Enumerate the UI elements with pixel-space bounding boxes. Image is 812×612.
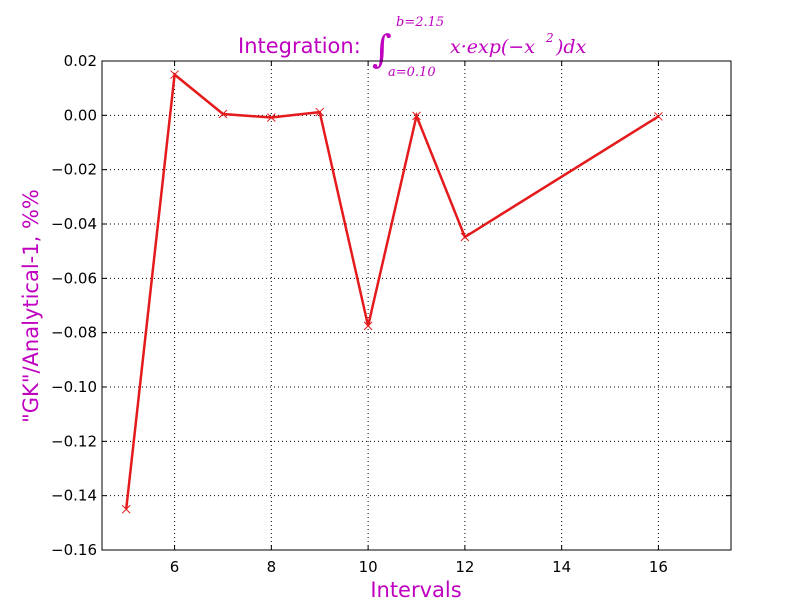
integral-sign: ∫ <box>372 27 392 71</box>
marker-stroke <box>218 109 228 119</box>
data-point-marker <box>654 112 663 121</box>
marker-stroke <box>170 70 179 79</box>
x-tick-label: 10 <box>359 558 378 576</box>
data-point-marker <box>363 321 373 331</box>
x-axis-title: Intervals <box>370 578 461 602</box>
grid-lines <box>102 61 731 550</box>
y-tick-label: 0.02 <box>64 52 97 70</box>
y-tick-label: −0.08 <box>51 324 97 342</box>
marker-stroke <box>266 113 276 122</box>
data-point-marker <box>460 232 470 242</box>
data-point-marker <box>412 111 421 121</box>
x-tick-label: 12 <box>455 558 474 576</box>
series-line <box>124 72 660 510</box>
data-series <box>121 70 663 514</box>
marker-stroke <box>121 504 131 514</box>
y-tick-label: −0.02 <box>51 161 97 179</box>
y-tick-label: −0.16 <box>51 541 97 559</box>
plot-frame <box>101 60 732 551</box>
data-point-marker <box>170 70 179 79</box>
chart-title: Integration: ∫ b=2.15 a=0.10 x·exp(−x 2 … <box>238 15 587 80</box>
integral-upper-limit: b=2.15 <box>396 15 444 30</box>
x-tick-label: 16 <box>649 558 668 576</box>
integral-lower-limit: a=0.10 <box>388 65 436 80</box>
data-point-marker <box>218 109 228 119</box>
axis-ticks: 6 8 10 12 14 16 0.02 0.00 −0.02 −0.04 −0.06 −0.08 −0… <box>51 52 731 576</box>
y-tick-label: −0.12 <box>51 432 97 450</box>
data-point-marker <box>266 113 276 122</box>
y-tick-label: −0.04 <box>51 215 97 233</box>
x-tick-label: 6 <box>170 558 180 576</box>
marker-stroke <box>460 232 470 242</box>
y-tick-label: 0.00 <box>64 106 97 124</box>
data-point-marker <box>121 504 131 514</box>
y-tick-label: −0.10 <box>51 378 97 396</box>
marker-stroke <box>412 111 421 121</box>
x-tick-label: 8 <box>267 558 277 576</box>
y-axis-title: "GK"/Analytical-1, %% <box>19 189 43 423</box>
marker-stroke <box>654 112 663 121</box>
y-tick-label: −0.06 <box>51 269 97 287</box>
y-tick-label: −0.14 <box>51 487 97 505</box>
marker-stroke <box>363 321 373 331</box>
integrand: x·exp(−x <box>450 36 535 58</box>
title-prefix: Integration: <box>238 34 361 58</box>
integrand-exponent: 2 <box>545 31 554 45</box>
x-tick-label: 14 <box>552 558 571 576</box>
data-point-marker <box>315 107 325 117</box>
integrand-end: )dx <box>555 36 587 58</box>
marker-stroke <box>315 107 325 117</box>
